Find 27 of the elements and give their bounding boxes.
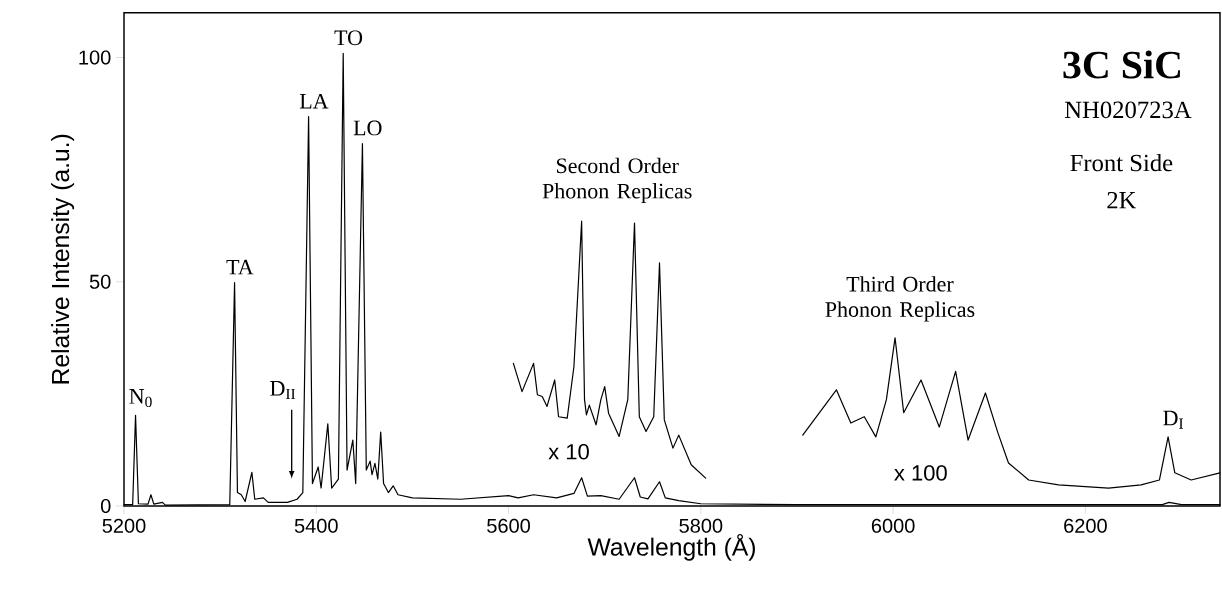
annotation: Third Order Phonon Replicas: [825, 276, 975, 322]
series-label: x 100: [894, 465, 947, 481]
y-tick-label: 50: [89, 274, 111, 289]
annotation: LA: [299, 93, 329, 109]
annotation: Front Side: [1070, 153, 1173, 172]
text: 3C SiC: [1063, 50, 1180, 79]
series-label: x 10: [548, 443, 589, 460]
annotation: TA: [226, 259, 254, 275]
y-tick-label: 100: [79, 50, 111, 65]
x-tick-label: 5600: [487, 518, 531, 533]
annotation: 2K: [1107, 191, 1137, 209]
annotation: NH020723A: [1064, 101, 1192, 119]
x-tick-label: 6000: [871, 518, 915, 533]
x-tick-label: 5200: [102, 518, 146, 533]
annotation: N$_{0}$: [129, 389, 152, 408]
annotation: LO: [353, 120, 382, 136]
annotation: D$_{II}$: [270, 381, 296, 399]
y-tick-label: 0: [100, 498, 111, 514]
x-tick-label: 6200: [1064, 518, 1107, 533]
x-axis-title: Wavelength (Å): [587, 534, 755, 561]
annotation: D$_{I}$: [1163, 410, 1184, 429]
x-tick-label: 5400: [294, 518, 338, 533]
annotation: Second Order Phonon Replicas: [542, 157, 692, 204]
line-series: [512, 220, 707, 479]
annotation: TO: [334, 30, 363, 46]
y-axis-title: Relative Intensity (a.u.): [51, 134, 75, 384]
x-tick-label: 5800: [679, 518, 723, 533]
